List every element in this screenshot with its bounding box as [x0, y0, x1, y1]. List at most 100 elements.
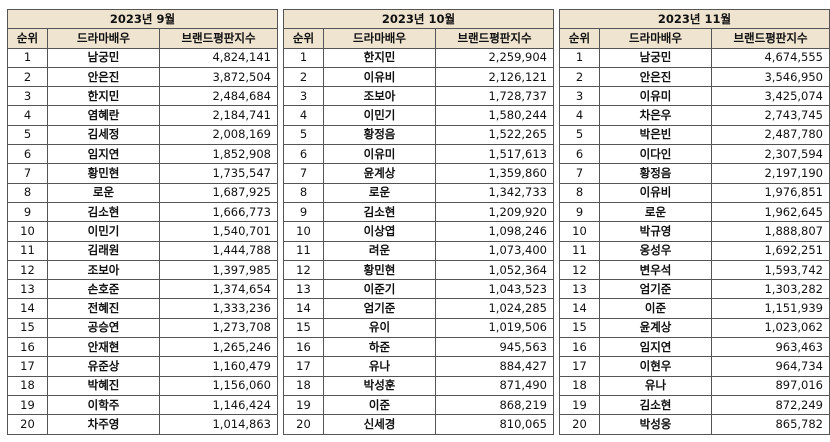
brand-index-cell: 2,307,594	[711, 144, 830, 165]
brand-index-cell: 2,008,169	[159, 124, 278, 146]
table-row: 7 황민현 1,735,547	[7, 163, 278, 184]
table-row: 3 조보아 1,728,737	[283, 86, 554, 107]
actor-name-cell: 박은빈	[599, 124, 712, 146]
actor-name-cell: 공승연	[47, 317, 160, 339]
table-row: 13 엄기준 1,303,282	[559, 279, 830, 300]
month-title: 2023년 11월	[559, 8, 830, 30]
actor-name-cell: 박규영	[599, 221, 712, 242]
table-row: 5 김세정 2,008,169	[7, 124, 278, 146]
rank-cell: 15	[283, 317, 324, 339]
actor-name-cell: 이유비	[323, 66, 436, 88]
brand-index-cell: 1,014,863	[159, 414, 278, 435]
table-row: 8 이유비 1,976,851	[559, 182, 830, 203]
table-row: 10 박규영 1,888,807	[559, 221, 830, 242]
brand-index-cell: 1,888,807	[711, 221, 830, 242]
rank-cell: 5	[283, 124, 324, 146]
brand-index-cell: 1,374,654	[159, 279, 278, 300]
brand-index-cell: 1,692,251	[711, 240, 830, 261]
rank-cell: 14	[7, 298, 48, 319]
actor-name-cell: 김래원	[47, 240, 160, 261]
brand-index-cell: 1,359,860	[435, 163, 554, 184]
index-header: 브랜드평판지수	[711, 28, 830, 49]
brand-index-cell: 1,209,920	[435, 201, 554, 223]
rank-cell: 15	[7, 317, 48, 339]
rank-cell: 11	[7, 240, 48, 261]
actor-name-cell: 로운	[323, 182, 436, 203]
actor-name-cell: 황정음	[323, 124, 436, 146]
table-row: 1 한지민 2,259,904	[283, 47, 554, 68]
table-row: 15 윤계상 1,023,062	[559, 317, 830, 339]
table-row: 18 박혜진 1,156,060	[7, 375, 278, 396]
rank-cell: 3	[283, 86, 324, 107]
rank-cell: 8	[7, 182, 48, 203]
table-row: 7 윤계상 1,359,860	[283, 163, 554, 184]
table-row: 6 이유미 1,517,613	[283, 144, 554, 165]
rank-cell: 8	[559, 182, 600, 203]
rank-cell: 4	[559, 105, 600, 126]
table-row: 17 유준상 1,160,479	[7, 356, 278, 377]
brand-index-cell: 2,126,121	[435, 66, 554, 88]
rank-cell: 1	[559, 47, 600, 68]
table-row: 18 유나 897,016	[559, 375, 830, 396]
table-row: 2 안은진 3,546,950	[559, 66, 830, 88]
actor-name-cell: 옹성우	[599, 240, 712, 261]
table-row: 19 이학주 1,146,424	[7, 394, 278, 416]
actor-name-cell: 이유미	[599, 86, 712, 107]
actor-name-cell: 이준	[599, 298, 712, 319]
actor-name-cell: 차은우	[599, 105, 712, 126]
actor-header: 드라마배우	[47, 28, 160, 49]
brand-index-cell: 1,522,265	[435, 124, 554, 146]
table-row: 16 하준 945,563	[283, 337, 554, 358]
rank-cell: 7	[7, 163, 48, 184]
actor-name-cell: 로운	[599, 201, 712, 223]
table-row: 14 이준 1,151,939	[559, 298, 830, 319]
actor-name-cell: 이민기	[47, 221, 160, 242]
actor-name-cell: 김소현	[323, 201, 436, 223]
table-row: 4 이민기 1,580,244	[283, 105, 554, 126]
actor-name-cell: 이현우	[599, 356, 712, 377]
table-row: 15 공승연 1,273,708	[7, 317, 278, 339]
ranking-tables: 2023년 9월 순위 드라마배우 브랜드평판지수 1 남궁민 4,824,141 2 안은진 3…	[7, 8, 830, 435]
brand-index-cell: 871,490	[435, 375, 554, 396]
rank-cell: 10	[559, 221, 600, 242]
rank-header: 순위	[283, 28, 324, 49]
table-row: 1 남궁민 4,674,555	[559, 47, 830, 68]
actor-name-cell: 안재현	[47, 337, 160, 358]
table-row: 1 남궁민 4,824,141	[7, 47, 278, 68]
actor-name-cell: 하준	[323, 337, 436, 358]
rank-cell: 18	[559, 375, 600, 396]
rank-cell: 20	[283, 414, 324, 435]
rank-cell: 9	[7, 201, 48, 223]
rank-cell: 17	[283, 356, 324, 377]
index-header: 브랜드평판지수	[435, 28, 554, 49]
brand-index-cell: 1,156,060	[159, 375, 278, 396]
actor-name-cell: 박성훈	[323, 375, 436, 396]
rank-cell: 13	[283, 279, 324, 300]
brand-index-cell: 810,065	[435, 414, 554, 435]
brand-index-cell: 1,666,773	[159, 201, 278, 223]
table-row: 3 이유미 3,425,074	[559, 86, 830, 107]
brand-index-cell: 2,743,745	[711, 105, 830, 126]
rank-cell: 2	[559, 66, 600, 88]
brand-index-cell: 1,333,236	[159, 298, 278, 319]
rank-cell: 7	[283, 163, 324, 184]
actor-name-cell: 이준기	[323, 279, 436, 300]
actor-name-cell: 로운	[47, 182, 160, 203]
rank-cell: 11	[283, 240, 324, 261]
brand-index-cell: 1,444,788	[159, 240, 278, 261]
actor-name-cell: 윤계상	[599, 317, 712, 339]
actor-name-cell: 전혜진	[47, 298, 160, 319]
rank-cell: 9	[559, 201, 600, 223]
brand-index-cell: 1,073,400	[435, 240, 554, 261]
brand-index-cell: 1,303,282	[711, 279, 830, 300]
actor-name-cell: 남궁민	[47, 47, 160, 68]
actor-name-cell: 임지연	[47, 144, 160, 165]
table-row: 12 황민현 1,052,364	[283, 259, 554, 281]
table-row: 20 신세경 810,065	[283, 414, 554, 435]
rank-cell: 7	[559, 163, 600, 184]
actor-header: 드라마배우	[599, 28, 712, 49]
rank-cell: 12	[7, 259, 48, 281]
table-row: 2 이유비 2,126,121	[283, 66, 554, 88]
table-row: 15 유이 1,019,506	[283, 317, 554, 339]
table-row: 8 로운 1,342,733	[283, 182, 554, 203]
